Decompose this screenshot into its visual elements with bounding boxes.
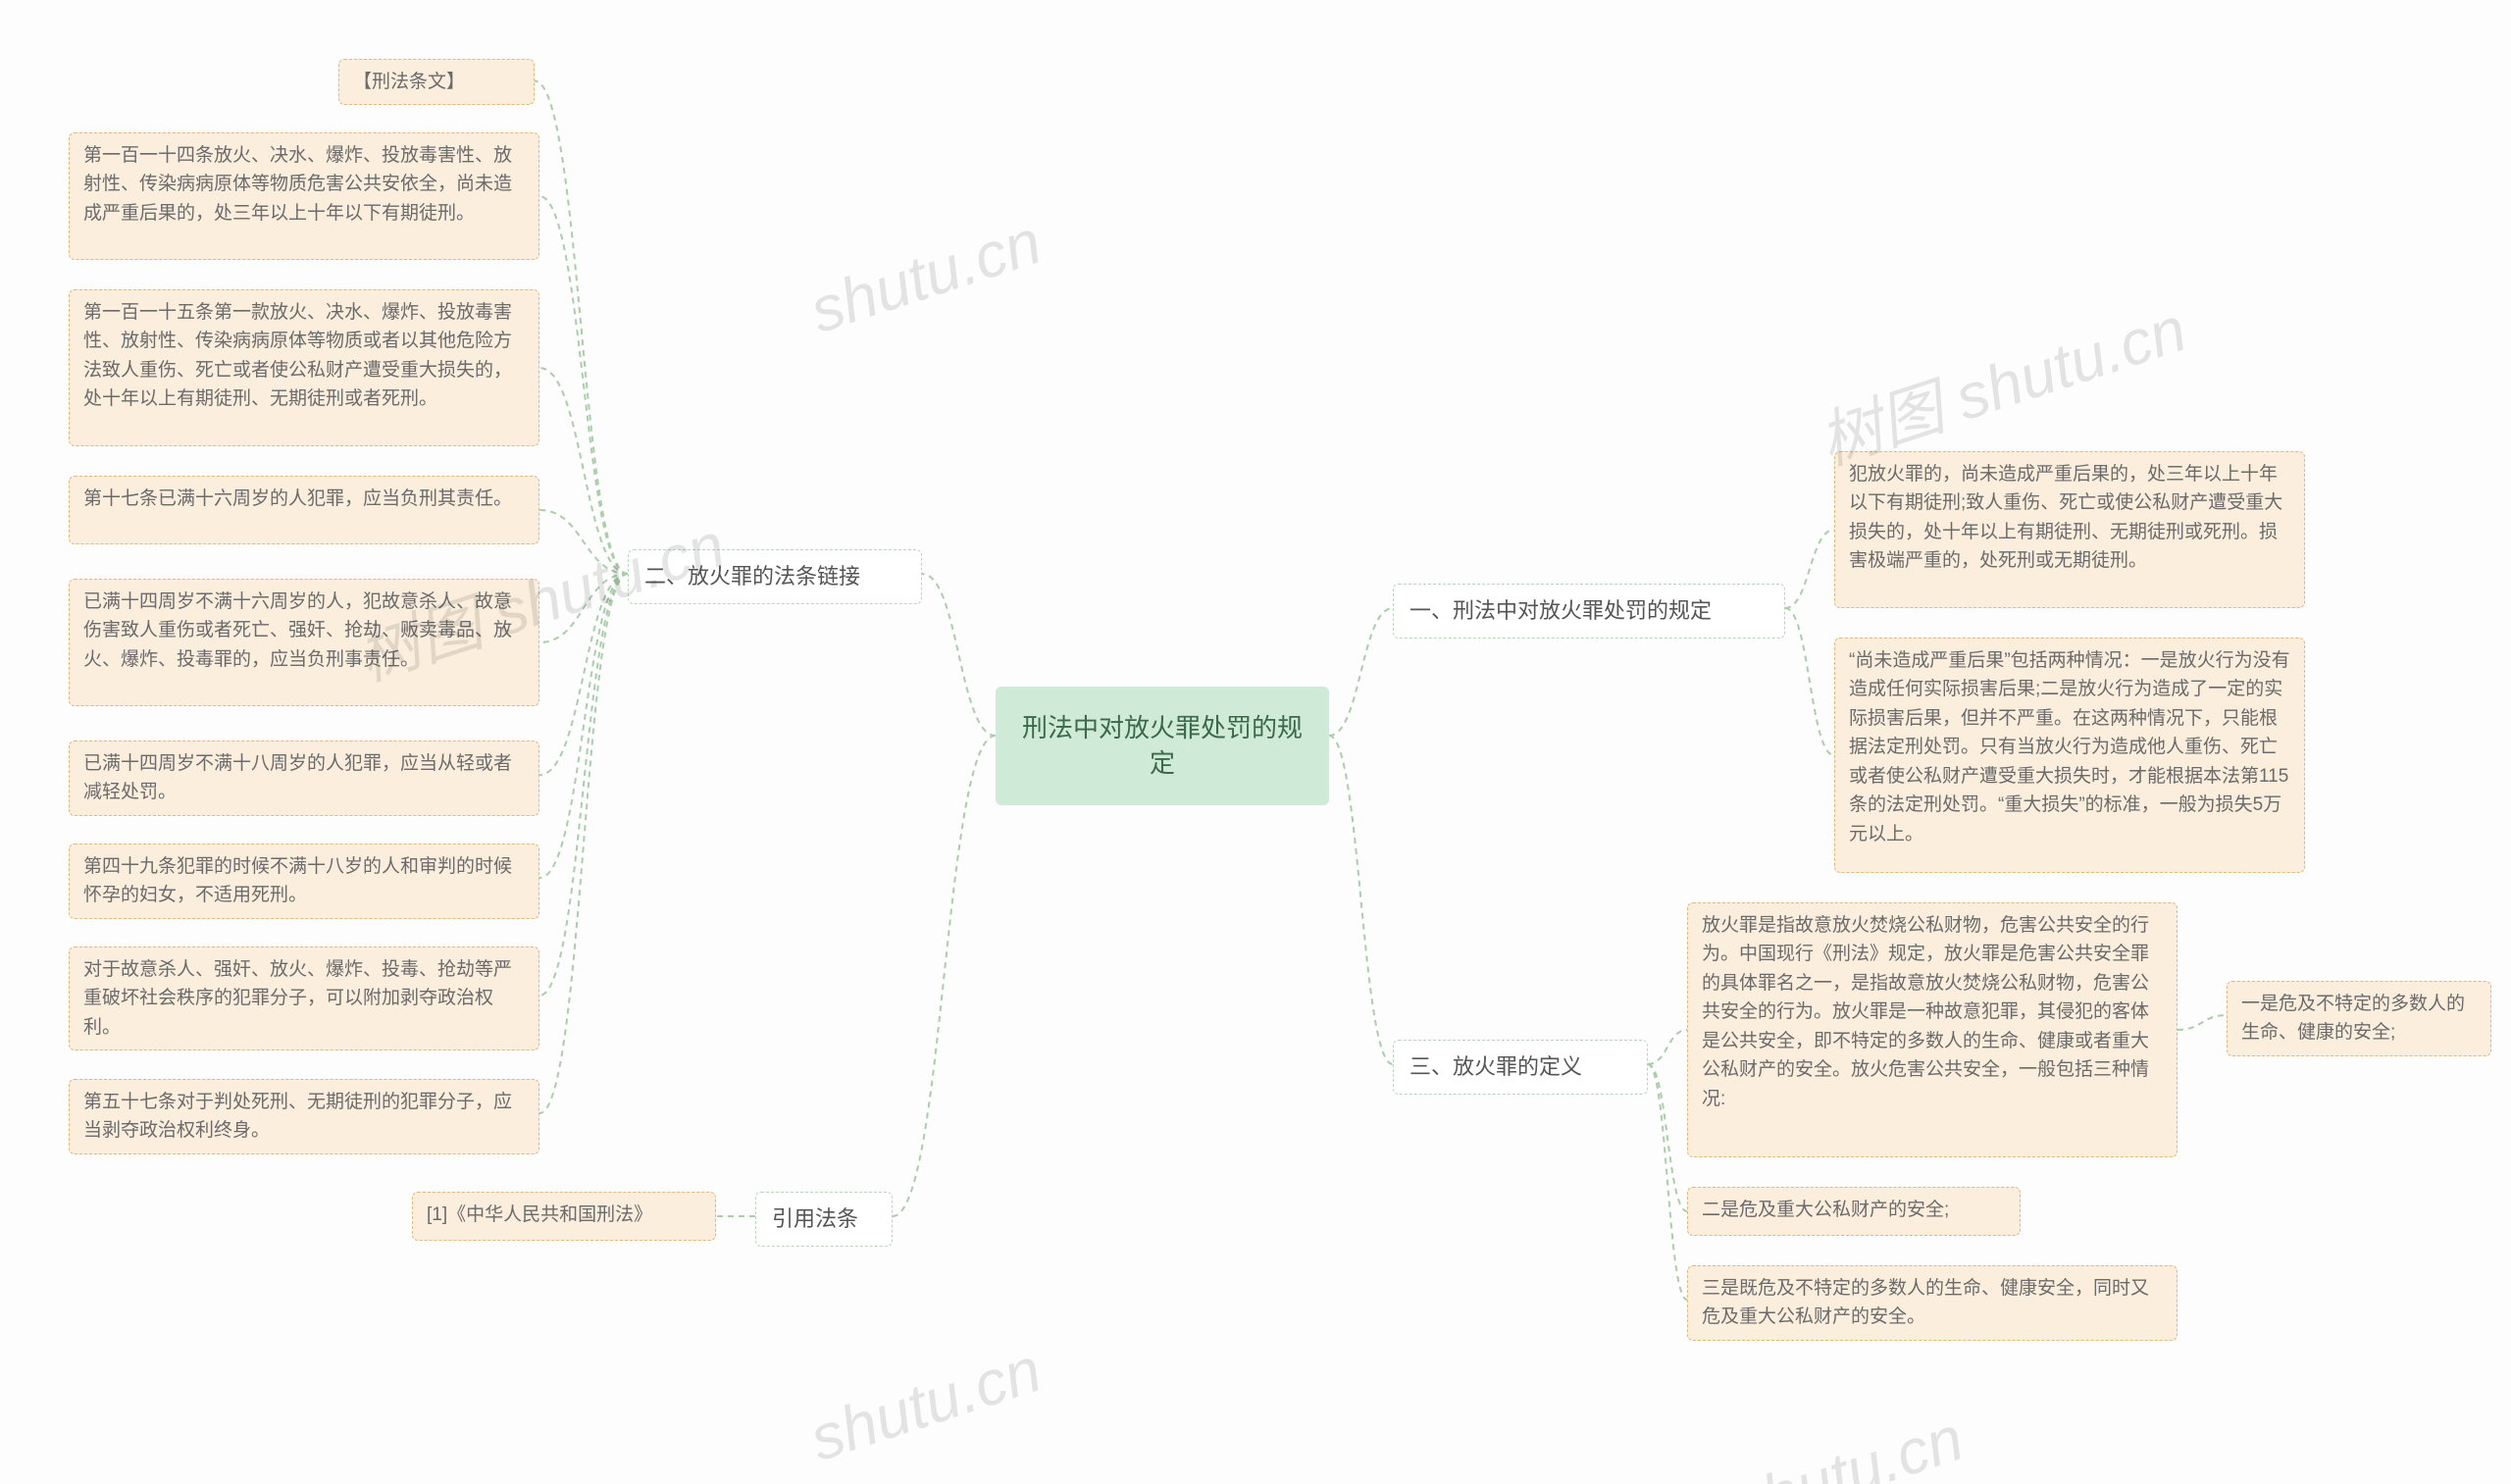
center-node: 刑法中对放火罪处罚的规定	[996, 687, 1329, 805]
branch-node: 三、放火罪的定义	[1393, 1040, 1648, 1095]
leaf-node: 第十七条已满十六周岁的人犯罪，应当负刑其责任。	[69, 476, 539, 544]
leaf-node: 对于故意杀人、强奸、放火、爆炸、投毒、抢劫等严重破坏社会秩序的犯罪分子，可以附加…	[69, 947, 539, 1050]
leaf-node: 【刑法条文】	[338, 59, 535, 105]
branch-node: 一、刑法中对放火罪处罚的规定	[1393, 584, 1785, 639]
leaf-node: 犯放火罪的，尚未造成严重后果的，处三年以上十年以下有期徒刑;致人重伤、死亡或使公…	[1834, 451, 2305, 608]
branch-node: 引用法条	[755, 1192, 893, 1247]
leaf-node: 放火罪是指故意放火焚烧公私财物，危害公共安全的行为。中国现行《刑法》规定，放火罪…	[1687, 902, 2178, 1157]
mindmap-canvas: 刑法中对放火罪处罚的规定 一、刑法中对放火罪处罚的规定犯放火罪的，尚未造成严重后果…	[0, 0, 2511, 1484]
leaf-node: 第一百一十四条放火、决水、爆炸、投放毒害性、放射性、传染病病原体等物质危害公共安…	[69, 132, 539, 260]
watermark: shutu.cn	[1723, 1402, 1972, 1484]
watermark: shutu.cn	[801, 1333, 1050, 1475]
leaf-node: “尚未造成严重后果”包括两种情况：一是放火行为没有造成任何实际损害后果;二是放火…	[1834, 638, 2305, 873]
leaf-node: 已满十四周岁不满十六周岁的人，犯故意杀人、故意伤害致人重伤或者死亡、强奸、抢劫、…	[69, 579, 539, 706]
leaf-node: 第五十七条对于判处死刑、无期徒刑的犯罪分子，应当剥夺政治权利终身。	[69, 1079, 539, 1154]
leaf-node: 三是既危及不特定的多数人的生命、健康安全，同时又危及重大公私财产的安全。	[1687, 1265, 2178, 1341]
watermark: shutu.cn	[801, 205, 1050, 347]
leaf-node: 一是危及不特定的多数人的生命、健康的安全;	[2227, 981, 2491, 1056]
branch-node: 二、放火罪的法条链接	[628, 549, 922, 604]
leaf-node: 第一百一十五条第一款放火、决水、爆炸、投放毒害性、放射性、传染病病原体等物质或者…	[69, 289, 539, 446]
leaf-node: 已满十四周岁不满十八周岁的人犯罪，应当从轻或者减轻处罚。	[69, 741, 539, 816]
leaf-node: 第四十九条犯罪的时候不满十八岁的人和审判的时候怀孕的妇女，不适用死刑。	[69, 844, 539, 919]
leaf-node: [1]《中华人民共和国刑法》	[412, 1192, 716, 1241]
leaf-node: 二是危及重大公私财产的安全;	[1687, 1187, 2021, 1236]
